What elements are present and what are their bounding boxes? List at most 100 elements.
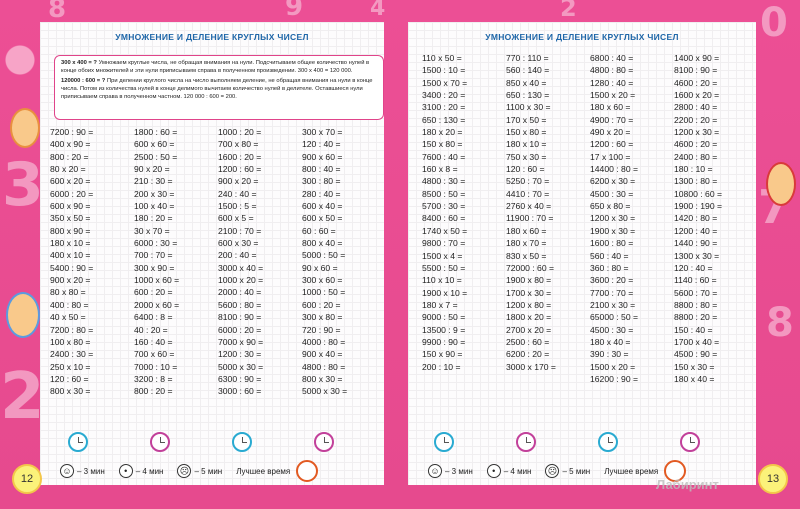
exercise-item: 2000 x 60 = — [134, 299, 180, 310]
exercise-item: 180 : 20 = — [134, 213, 173, 224]
exercise-item: 1600 : 20 = — [218, 151, 262, 162]
decor-digit: 8 — [766, 300, 794, 346]
alarm-clock-icon — [680, 432, 700, 452]
exercise-item: 5000 x 30 = — [218, 361, 264, 372]
alarm-clock-icon — [68, 432, 88, 452]
exercise-item: 3000 : 60 = — [218, 386, 262, 397]
stopwatch-icon — [664, 460, 687, 482]
exercise-item: 4500 : 90 = — [674, 349, 718, 360]
exercise-column: 1000 : 20 = 700 x 80 = 1600 : 20 = 1200 : 6… — [218, 126, 302, 398]
exercise-item: 3400 : 20 = — [422, 90, 466, 101]
exercise-item: 1800 : 60 = — [134, 127, 178, 137]
exercise-item: 800 : 20 = — [50, 151, 89, 162]
exercise-column: 7200 : 90 = 400 x 90 = 800 : 20 = 80 x 20 =… — [50, 126, 134, 398]
decor-digit: 3 — [2, 150, 44, 220]
exercise-item: 200 : 10 = — [422, 361, 461, 372]
rule-box: 300 x 400 = ? Умножаем круглые числа, не… — [54, 55, 384, 120]
kid-figure-icon — [10, 108, 40, 148]
exercise-item: 8100 : 90 = — [218, 312, 262, 323]
exercise-item: 600 : 20 = — [134, 287, 173, 298]
exercise-item: 560 : 140 = — [506, 65, 550, 76]
alarm-clock-icon — [516, 432, 536, 452]
exercise-item: 1200 : 60 = — [218, 164, 262, 175]
exercise-item: 800 x 90 = — [50, 225, 91, 236]
exercise-item: 6000 : 30 = — [134, 238, 178, 249]
rule-mult-head: 300 x 400 = ? — [61, 60, 97, 66]
exercise-column: 110 x 50 = 1500 : 10 = 1500 x 70 = 3400 : 2… — [422, 52, 506, 385]
exercise-item: 180 x 70 = — [506, 238, 547, 249]
exercise-item: 770 : 110 = — [506, 53, 549, 63]
exercise-item: 17 x 100 = — [590, 151, 631, 162]
exercise-item: 300 x 90 = — [134, 262, 175, 273]
exercise-item: 5000 : 50 = — [302, 250, 346, 261]
exercise-item: 300 x 60 = — [302, 275, 343, 286]
exercise-item: 5400 : 90 = — [50, 262, 94, 273]
decor-digit: 4 — [370, 0, 386, 21]
stopwatch-icon — [296, 460, 319, 482]
exercise-item: 4500 : 30 = — [590, 188, 634, 199]
exercise-item: 750 x 30 = — [506, 151, 547, 162]
legend-best-time: Лучшее время — [604, 466, 659, 476]
exercise-item: 160 x 8 = — [422, 164, 458, 175]
exercise-item: 14400 : 80 = — [590, 164, 639, 175]
exercise-item: 800 x 30 = — [50, 386, 91, 397]
exercise-item: 720 : 90 = — [302, 324, 341, 335]
exercise-item: 180 x 20 = — [422, 127, 463, 138]
exercise-item: 4600 : 20 = — [674, 139, 718, 150]
exercise-item: 120 : 60 = — [50, 373, 89, 384]
exercise-item: 1000 : 20 = — [218, 127, 262, 137]
exercise-item: 600 x 20 = — [50, 176, 91, 187]
exercise-item: 1300 : 80 = — [674, 176, 718, 187]
exercise-item: 110 x 10 = — [422, 275, 462, 286]
exercise-column: 770 : 110 = 560 : 140 = 850 x 40 = 650 : 13… — [506, 52, 590, 385]
exercise-item: 2800 : 40 = — [674, 102, 718, 113]
exercise-item: 6300 : 90 = — [218, 373, 262, 384]
exercise-item: 6000 : 20 = — [218, 324, 262, 335]
exercise-item: 180 x 40 = — [590, 336, 631, 347]
exercise-item: 80 x 80 = — [50, 287, 86, 298]
exercise-item: 5500 : 50 = — [422, 262, 466, 273]
exercise-grid: 7200 : 90 = 400 x 90 = 800 : 20 = 80 x 20 =… — [50, 126, 386, 398]
exercise-item: 90 x 20 = — [134, 164, 170, 175]
exercise-item: 400 : 80 = — [50, 299, 89, 310]
decor-digit: 0 — [760, 0, 788, 46]
legend-4min: – 4 мин — [503, 466, 532, 476]
exercise-item: 600 x 60 = — [134, 139, 175, 150]
page-number: 13 — [758, 464, 788, 494]
exercise-item: 7000 x 90 = — [218, 336, 264, 347]
exercise-item: 8500 : 50 = — [422, 188, 466, 199]
alarm-clock-icon — [314, 432, 334, 452]
exercise-item: 200 x 30 = — [134, 188, 175, 199]
exercise-item: 2700 x 20 = — [506, 324, 552, 335]
exercise-item: 2100 : 70 = — [218, 225, 262, 236]
exercise-item: 100 x 80 = — [50, 336, 91, 347]
exercise-item: 72000 : 60 = — [506, 262, 555, 273]
legend-5min: – 5 мин — [194, 466, 223, 476]
exercise-item: 600 x 40 = — [302, 201, 343, 212]
exercise-column: 6800 : 40 = 4800 : 80 = 1280 : 40 = 1500 x … — [590, 52, 674, 385]
exercise-item: 110 x 50 = — [422, 53, 462, 63]
exercise-item: 120 : 40 = — [302, 139, 341, 150]
exercise-item: 300 x 80 = — [302, 312, 343, 323]
exercise-item: 6000 : 20 = — [50, 188, 94, 199]
exercise-item: 800 : 20 = — [134, 386, 173, 397]
exercise-item: 1500 : 5 = — [218, 201, 257, 212]
alarm-clock-icon — [434, 432, 454, 452]
exercise-item: 300 : 80 = — [302, 176, 341, 187]
exercise-item: 1400 x 90 = — [674, 53, 720, 63]
exercise-item: 1600 x 20 = — [674, 90, 720, 101]
exercise-item: 1900 x 10 = — [422, 287, 468, 298]
exercise-item: 700 x 60 = — [134, 349, 175, 360]
exercise-item: 3600 : 20 = — [590, 275, 634, 286]
exercise-item: 250 x 10 = — [50, 361, 91, 372]
exercise-item: 400 x 90 = — [50, 139, 91, 150]
exercise-item: 150 x 90 = — [422, 349, 463, 360]
exercise-item: 180 x 10 = — [50, 238, 91, 249]
exercise-item: 11900 : 70 = — [506, 213, 554, 224]
clock-row — [68, 432, 334, 452]
exercise-item: 7600 : 40 = — [422, 151, 466, 162]
exercise-item: 1500 x 20 = — [590, 361, 636, 372]
exercise-item: 8400 : 60 = — [422, 213, 466, 224]
exercise-item: 4800 : 80 = — [590, 65, 634, 76]
exercise-item: 65000 : 50 = — [590, 312, 639, 323]
